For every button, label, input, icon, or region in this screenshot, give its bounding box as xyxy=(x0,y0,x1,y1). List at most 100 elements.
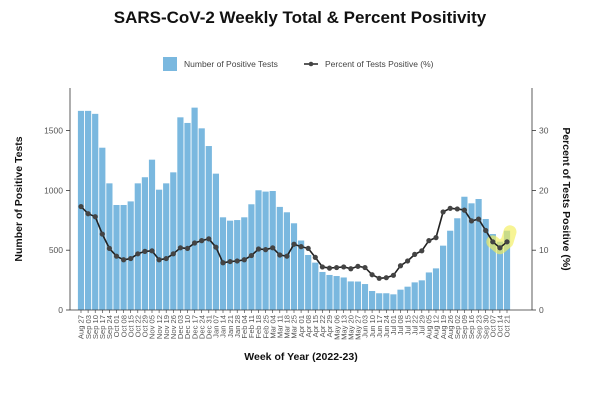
percent-point xyxy=(405,258,411,264)
bar xyxy=(489,234,496,310)
percent-point xyxy=(184,245,191,252)
percent-point xyxy=(255,246,262,252)
bar xyxy=(148,159,156,310)
bar xyxy=(92,113,99,310)
bar xyxy=(326,274,333,310)
x-tick-label: Apr 29 xyxy=(325,315,334,337)
x-tick-label: Aug 26 xyxy=(446,315,455,339)
x-tick-label: May 27 xyxy=(354,315,363,340)
x-tick-label: Jan 07 xyxy=(212,315,221,338)
chart-title: SARS-CoV-2 Weekly Total & Percent Positi… xyxy=(114,8,487,27)
x-tick-label: Oct 29 xyxy=(141,315,150,337)
percent-point xyxy=(497,245,503,251)
line-series xyxy=(78,203,510,281)
percent-point xyxy=(348,266,354,272)
x-tick-label: Sep 30 xyxy=(481,315,490,339)
x-tick-label: Oct 14 xyxy=(496,315,505,337)
x-tick-label: Jul 01 xyxy=(389,315,398,335)
percent-point xyxy=(163,255,169,262)
percent-point xyxy=(341,264,347,270)
percent-point xyxy=(291,241,297,247)
bar xyxy=(440,245,447,310)
bar xyxy=(390,294,397,310)
x-tick-label: Dec 17 xyxy=(190,315,199,339)
percent-point xyxy=(383,275,389,281)
x-tick-label: Sep 23 xyxy=(474,315,483,339)
percent-point xyxy=(156,257,162,263)
y2-tick-label: 20 xyxy=(539,185,549,195)
bar xyxy=(319,271,326,310)
x-tick-label: Jul 22 xyxy=(410,315,419,335)
percent-point xyxy=(284,253,290,259)
x-tick-label: Oct 08 xyxy=(119,315,128,337)
x-tick-label: Feb 11 xyxy=(247,315,256,338)
x-tick-label: Mar 18 xyxy=(283,315,292,339)
x-tick-label: Apr 15 xyxy=(311,315,320,337)
x-tick-label: Oct 21 xyxy=(503,315,512,337)
bar xyxy=(99,147,106,310)
percent-point xyxy=(106,245,112,252)
percent-point xyxy=(142,248,148,254)
bar xyxy=(468,203,475,310)
x-tick-label: Sep 10 xyxy=(91,315,100,339)
percent-point xyxy=(504,239,510,245)
bar xyxy=(454,218,461,310)
bar xyxy=(305,254,312,310)
percent-point xyxy=(92,214,98,220)
percent-point xyxy=(135,251,141,257)
percent-point xyxy=(206,236,212,242)
percent-point xyxy=(270,245,276,251)
x-tick-label: Sep 03 xyxy=(84,315,93,339)
percent-point xyxy=(369,272,375,278)
x-tick-label: Oct 07 xyxy=(489,315,498,337)
x-tick-label: Jul 15 xyxy=(403,315,412,335)
left-axis-ticks: 0 500 1000 1500 xyxy=(44,126,70,315)
bar xyxy=(347,281,354,310)
percent-point xyxy=(326,265,333,271)
legend-label-line: Percent of Tests Positive (%) xyxy=(325,59,434,69)
percent-point xyxy=(99,231,105,237)
bar xyxy=(134,183,141,310)
bar xyxy=(312,262,319,310)
bar xyxy=(212,173,219,310)
x-tick-label: Jan 14 xyxy=(219,315,228,338)
percent-point xyxy=(227,258,233,265)
percent-point xyxy=(199,238,205,244)
percent-point xyxy=(376,275,382,281)
percent-point xyxy=(433,235,439,241)
percent-point xyxy=(426,238,432,244)
x-tick-label: Aug 12 xyxy=(432,315,441,339)
x-tick-label: Jul 29 xyxy=(418,315,427,335)
bar xyxy=(361,284,369,310)
bar xyxy=(227,220,234,310)
percent-point xyxy=(177,245,183,251)
bar xyxy=(163,183,170,310)
x-tick-label: Apr 22 xyxy=(318,315,327,337)
bar xyxy=(290,223,298,310)
percent-point xyxy=(220,260,226,266)
x-tick-label: Jan 28 xyxy=(233,315,242,338)
x-tick-label: Oct 15 xyxy=(126,315,135,337)
x-tick-label: Nov 05 xyxy=(148,315,157,339)
percent-point xyxy=(468,218,475,224)
percent-point xyxy=(334,264,340,271)
x-tick-label: Nov 26 xyxy=(169,315,178,339)
bar xyxy=(127,201,134,310)
y-tick-label: 500 xyxy=(49,245,63,255)
x-tick-label: Dec 24 xyxy=(197,315,206,339)
bar xyxy=(354,281,361,310)
bar xyxy=(234,220,241,310)
x-tick-label: Sep 09 xyxy=(460,315,469,339)
bar xyxy=(198,128,205,310)
bar-series xyxy=(77,107,511,310)
percent-point xyxy=(298,244,304,250)
bar xyxy=(141,177,148,310)
percent-point xyxy=(170,251,176,257)
percent-point xyxy=(192,240,198,246)
x-tick-label: Mar 04 xyxy=(268,315,277,339)
y-axis-title: Number of Positive Tests xyxy=(13,136,25,261)
percent-point xyxy=(312,254,318,260)
bar xyxy=(482,218,489,310)
